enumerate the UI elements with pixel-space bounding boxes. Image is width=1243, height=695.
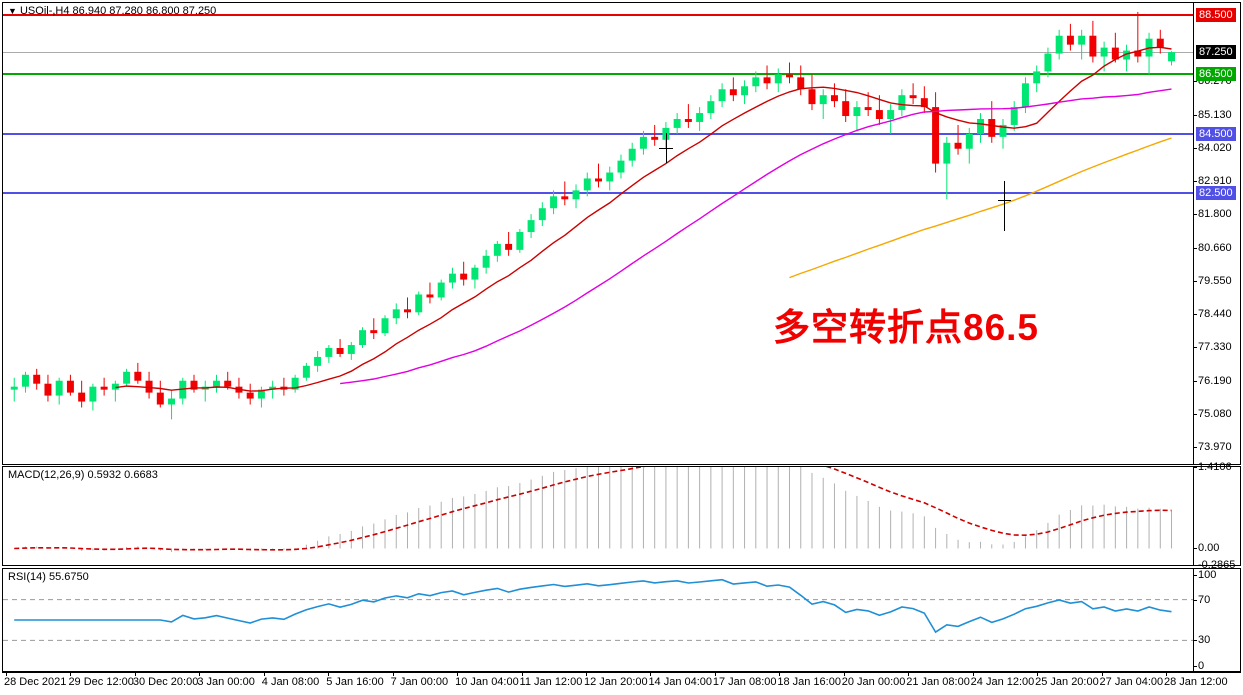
macd-plot-area[interactable] [3,467,1194,565]
time-tick [714,673,716,676]
ma-mid-line [340,88,1172,385]
price-badge-87-250[interactable]: 87.250 [1196,45,1236,60]
price-tick: 84.020 [1194,142,1232,155]
time-tick [328,673,330,676]
price-badge-88-500[interactable]: 88.500 [1196,7,1236,22]
time-label: 28 Jan 12:00 [1164,676,1228,688]
time-label: 10 Jan 04:00 [455,676,519,688]
price-tick: 82.910 [1194,175,1232,188]
price-axis: 86.27085.13084.02082.91081.80080.66079.5… [1193,3,1240,464]
time-tick [521,673,523,676]
price-badge-86-500[interactable]: 86.500 [1196,67,1236,82]
moving-average-overlay [115,46,1172,392]
time-label: 25 Jan 20:00 [1035,676,1099,688]
time-label: 27 Jan 04:00 [1099,676,1164,688]
time-label: 18 Jan 16:00 [777,676,841,688]
price-panel[interactable]: 86.27085.13084.02082.91081.80080.66079.5… [2,2,1241,465]
time-label: 5 Jan 16:00 [326,676,384,688]
time-tick [972,673,974,676]
time-label: 17 Jan 08:00 [712,676,777,688]
rsi-header: RSI(14) 55.6750 [8,571,89,583]
time-tick [1101,673,1103,676]
macd-tick: 0.00 [1193,542,1220,555]
macd-signal-line [14,467,1172,551]
price-tick: 80.660 [1194,242,1232,255]
time-tick [70,673,72,676]
time-tick [843,673,845,676]
price-tick: 75.080 [1194,408,1232,421]
price-tick: 81.800 [1194,208,1232,221]
price-badge-84-500[interactable]: 84.500 [1196,126,1236,141]
time-label: 4 Jan 08:00 [261,676,320,688]
time-tick [263,673,265,676]
time-tick [1037,673,1039,676]
macd-tick: 1.4106 [1194,461,1232,473]
time-tick [6,673,7,676]
price-tick: 78.440 [1194,308,1232,321]
rsi-tick: 0 [1193,660,1205,672]
time-label: 12 Jan 20:00 [584,676,648,688]
level-line-86-500[interactable] [3,73,1194,76]
macd-panel[interactable]: 1.4106 0.00 -0.2865 MACD(12,26,9) 0.5932 0… [2,461,1241,571]
price-tick: 79.550 [1194,275,1232,288]
time-tick [650,673,652,676]
time-label: 28 Dec 2021 [4,676,67,688]
time-tick [586,673,587,676]
level-line-87-250[interactable] [3,52,1194,54]
time-label: 11 Jan 12:00 [519,676,583,688]
price-tick: 85.130 [1194,109,1232,122]
time-tick [134,673,136,676]
crosshair-horizontal [659,148,673,149]
macd-header: MACD(12,26,9) 0.5932 0.6683 [8,469,158,481]
time-label: 3 Jan 00:00 [197,676,255,688]
ma-slow-line [789,137,1172,279]
crosshair-horizontal-secondary [998,200,1011,201]
rsi-line [14,578,1172,634]
price-tick: 76.190 [1194,375,1232,388]
time-tick [392,673,394,676]
time-label: 30 Dec 20:00 [132,676,199,688]
macd-axis: 1.4106 0.00 -0.2865 [1193,461,1240,571]
price-badge-82-500[interactable]: 82.500 [1196,186,1236,201]
time-tick [779,673,781,676]
time-tick [457,673,459,676]
rsi-plot-area[interactable] [3,569,1194,671]
time-axis: 28 Dec 2021 29 Dec 12:00 30 Dec 20:00 3 Jan… [2,672,1241,694]
time-label: 21 Jan 08:00 [906,676,970,688]
level-line-84-500[interactable] [3,132,1194,135]
level-line-88-500[interactable] [3,13,1194,16]
rsi-axis: 100 70 30 0 [1193,569,1240,672]
time-label: 7 Jan 00:00 [390,676,449,688]
time-label: 29 Dec 12:00 [68,676,134,688]
time-tick [1166,673,1167,676]
time-label: 20 Jan 00:00 [841,676,906,688]
price-plot-area[interactable] [3,3,1194,464]
time-tick [199,673,201,676]
crosshair-vertical-secondary [1004,181,1005,231]
chart-annotation: 多空转折点86.5 [773,307,1040,348]
price-tick: 77.330 [1194,341,1232,354]
rsi-series [3,578,1194,641]
ma-fast-line [115,46,1172,392]
rsi-tick: 70 [1193,593,1211,606]
level-line-82-500[interactable] [3,192,1194,195]
rsi-tick: 100 [1193,569,1217,581]
collapse-triangle-icon[interactable]: ▼ [8,6,17,16]
rsi-tick: 30 [1193,634,1211,647]
symbol-ohlc-label: USOil-,H4 86.940 87.280 86.800 87.250 [19,5,217,17]
price-tick: 73.970 [1194,441,1232,454]
time-tick [908,673,910,676]
macd-series [14,467,1173,553]
rsi-panel[interactable]: 100 70 30 0 RSI(14) 55.6750 [2,568,1241,672]
time-label: 24 Jan 12:00 [970,676,1035,688]
price-panel-header: ▼ USOil-,H4 86.940 87.280 86.800 87.250 [8,5,216,17]
time-label: 14 Jan 04:00 [648,676,713,688]
